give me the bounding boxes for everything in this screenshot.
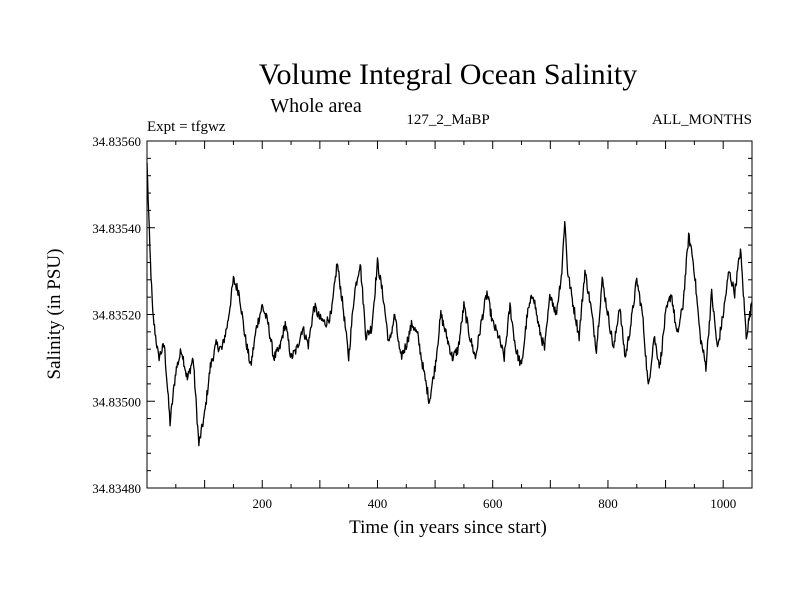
y-tick-label: 34.83520 xyxy=(92,308,141,323)
x-tick-label: 200 xyxy=(252,496,272,511)
x-axis-label: Time (in years since start) xyxy=(349,517,547,538)
series-layer xyxy=(146,162,753,447)
period-label: 127_2_MaBP xyxy=(406,112,489,128)
x-tick-label: 1000 xyxy=(710,496,736,511)
chart-subtitle: Whole area xyxy=(270,95,362,117)
y-tick-label: 34.83500 xyxy=(92,394,141,409)
chart-title: Volume Integral Ocean Salinity xyxy=(259,58,638,91)
x-tick-label: 800 xyxy=(598,496,618,511)
y-tick-label: 34.83480 xyxy=(92,481,141,496)
months-label: ALL_MONTHS xyxy=(652,112,752,128)
x-tick-label: 400 xyxy=(368,496,388,511)
plot-frame xyxy=(146,140,753,489)
x-axis: 200 400 600 800 1000 xyxy=(175,141,736,511)
y-axis-label: Salinity (in PSU) xyxy=(44,249,65,380)
y-axis: 34.83480 34.83500 34.83520 34.83540 34.83560 xyxy=(92,134,752,496)
series-line xyxy=(146,162,753,447)
experiment-label: Expt = tfgwz xyxy=(147,119,226,135)
x-tick-label: 600 xyxy=(483,496,503,511)
y-tick-label: 34.83560 xyxy=(92,134,141,149)
y-tick-label: 34.83540 xyxy=(92,221,141,236)
